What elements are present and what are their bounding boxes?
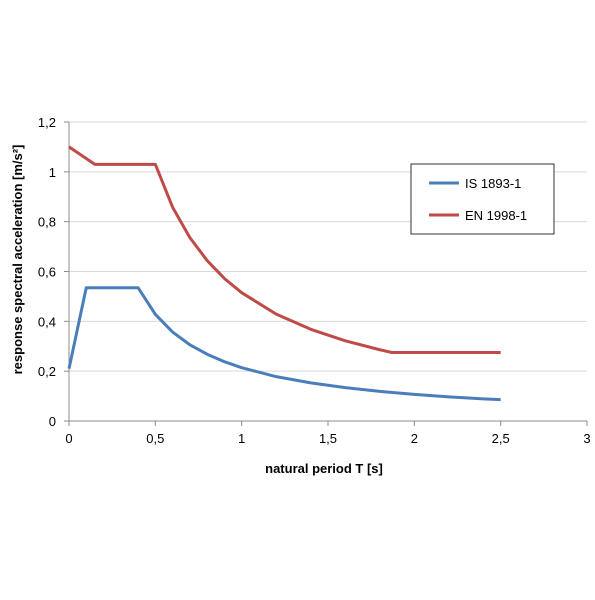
x-tick-label: 2,5 <box>492 431 510 446</box>
y-tick-label: 1,2 <box>38 115 56 130</box>
x-tick-label: 3 <box>583 431 590 446</box>
y-tick-label: 0,4 <box>38 314 56 329</box>
legend-label-1: IS 1893-1 <box>465 176 521 191</box>
axes <box>64 121 588 426</box>
x-axis-title: natural period T [s] <box>265 461 383 476</box>
series-line-1 <box>67 286 501 402</box>
y-axis-title: response spectral acceleration [m/s²] <box>10 145 25 375</box>
y-tick-label: 0,6 <box>38 265 56 280</box>
y-tick-label: 0 <box>49 414 56 429</box>
x-tick-label: 2 <box>411 431 418 446</box>
y-tick-label: 1 <box>49 165 56 180</box>
x-tick-label: 1 <box>238 431 245 446</box>
x-tick-label: 1,5 <box>319 431 337 446</box>
gridlines <box>69 121 587 372</box>
series-line-2 <box>68 145 501 354</box>
legend-box <box>410 163 555 235</box>
legend-items: IS 1893-1 EN 1998-1 <box>429 176 527 223</box>
y-tick-label: 0,2 <box>38 364 56 379</box>
series-lines <box>67 145 501 402</box>
tick-labels: 0 0,5 1 1,5 2 2,5 3 0 0,2 0,4 0,6 0,8 1 1,2 <box>38 115 591 446</box>
y-tick-label: 0,8 <box>38 215 56 230</box>
x-tick-label: 0,5 <box>146 431 164 446</box>
legend-label-2: EN 1998-1 <box>465 208 527 223</box>
legend: IS 1893-1 EN 1998-1 <box>410 163 555 235</box>
x-tick-label: 0 <box>65 431 72 446</box>
